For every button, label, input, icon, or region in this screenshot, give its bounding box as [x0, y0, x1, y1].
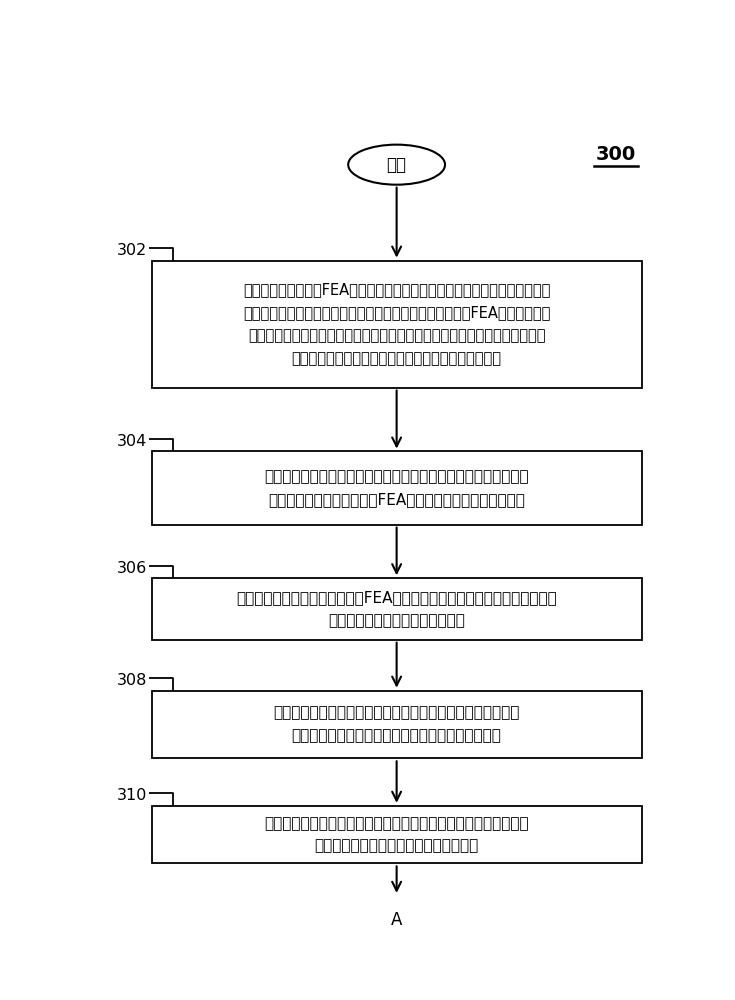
Text: 当切口路线单元的角节点的节点位置被确定位于切口路线的附
近，将该节点位置调整为切口路线上的各个特定位置: 当切口路线单元的角节点的节点位置被确定位于切口路线的附 近，将该节点位置调整为切… [273, 706, 520, 743]
Text: A: A [391, 911, 402, 929]
Text: 通过将切口路线的坐标与变形的FEA模型进行比较，将位于切口路线附近的那
些有限元识别为一组切口路线单元: 通过将切口路线的坐标与变形的FEA模型进行比较，将位于切口路线附近的那 些有限元… [236, 590, 557, 628]
Text: 300: 300 [595, 145, 636, 164]
Text: 308: 308 [117, 673, 147, 688]
Text: 与切口路线交叉的每个切口路线单元被分割为两个不同的有限元，
这两个有限元共享位于切口路线上的节点: 与切口路线交叉的每个切口路线单元被分割为两个不同的有限元， 这两个有限元共享位于… [265, 816, 529, 853]
Text: 304: 304 [117, 434, 147, 449]
Text: 接收表示金属板坯的FEA模型以及模具型面定义，该模具型面包含有在制造钣
金件的时间推进模拟中使用的渐进切口操作的切口路线，该FEA模型包括由多
个有限元连接的多: 接收表示金属板坯的FEA模型以及模具型面定义，该模具型面包含有在制造钣 金件的时… [243, 282, 551, 366]
Text: 306: 306 [117, 561, 147, 576]
Text: 开始: 开始 [387, 156, 406, 174]
Text: 执行时间推进模拟，直至模拟时间到达渐进切口操作的起始时间，
其中由于与模具型面接触，FEA模型的节点和有限元发生变形: 执行时间推进模拟，直至模拟时间到达渐进切口操作的起始时间， 其中由于与模具型面接… [265, 469, 529, 507]
Text: 302: 302 [117, 243, 147, 258]
Text: 310: 310 [117, 788, 147, 803]
